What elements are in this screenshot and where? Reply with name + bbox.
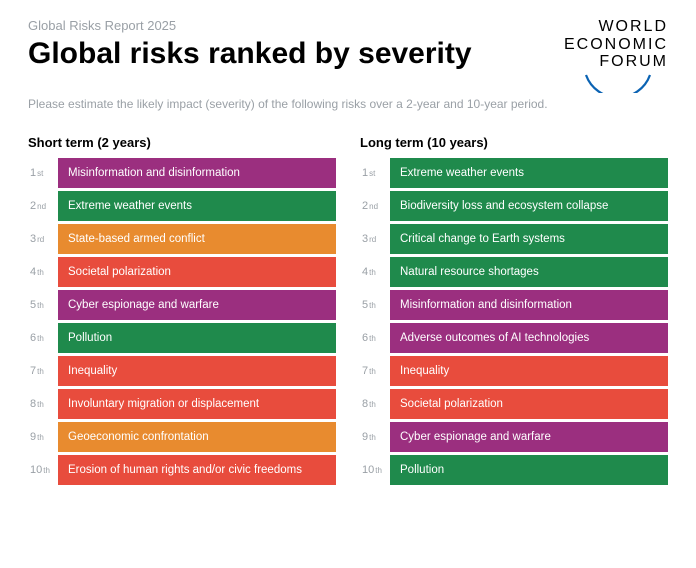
rank-label: 6th	[28, 323, 58, 353]
rank-label: 5th	[28, 290, 58, 320]
risk-bar: Extreme weather events	[58, 191, 336, 221]
long-term-header: Long term (10 years)	[360, 135, 668, 150]
risk-row: 10thPollution	[360, 455, 668, 485]
risk-row: 3rdState-based armed conflict	[28, 224, 336, 254]
risk-bar: Geoeconomic confrontation	[58, 422, 336, 452]
risk-bar: Inequality	[58, 356, 336, 386]
risk-row: 3rdCritical change to Earth systems	[360, 224, 668, 254]
risk-row: 4thNatural resource shortages	[360, 257, 668, 287]
risk-row: 1stExtreme weather events	[360, 158, 668, 188]
risk-bar: Misinformation and disinformation	[390, 290, 668, 320]
risk-bar: State-based armed conflict	[58, 224, 336, 254]
description-text: Please estimate the likely impact (sever…	[28, 97, 668, 111]
rank-label: 2nd	[360, 191, 390, 221]
rank-label: 2nd	[28, 191, 58, 221]
risk-row: 6thAdverse outcomes of AI technologies	[360, 323, 668, 353]
risk-bar: Natural resource shortages	[390, 257, 668, 287]
risk-bar: Adverse outcomes of AI technologies	[390, 323, 668, 353]
page-title: Global risks ranked by severity	[28, 37, 564, 72]
risk-row: 1stMisinformation and disinformation	[28, 158, 336, 188]
rank-label: 1st	[360, 158, 390, 188]
rank-label: 4th	[28, 257, 58, 287]
risk-row: 9thCyber espionage and warfare	[360, 422, 668, 452]
risk-row: 5thCyber espionage and warfare	[28, 290, 336, 320]
risk-bar: Misinformation and disinformation	[58, 158, 336, 188]
report-subtitle: Global Risks Report 2025	[28, 18, 564, 33]
short-term-column: Short term (2 years) 1stMisinformation a…	[28, 135, 336, 488]
wef-logo: WORLD ECONOMIC FORUM	[564, 18, 668, 97]
risk-bar: Cyber espionage and warfare	[58, 290, 336, 320]
risk-row: 2ndBiodiversity loss and ecosystem colla…	[360, 191, 668, 221]
rank-label: 4th	[360, 257, 390, 287]
risk-bar: Involuntary migration or displacement	[58, 389, 336, 419]
rank-label: 10th	[28, 455, 58, 485]
columns-container: Short term (2 years) 1stMisinformation a…	[28, 135, 668, 488]
rank-label: 6th	[360, 323, 390, 353]
risk-bar: Extreme weather events	[390, 158, 668, 188]
short-term-header: Short term (2 years)	[28, 135, 336, 150]
rank-label: 8th	[28, 389, 58, 419]
risk-bar: Cyber espionage and warfare	[390, 422, 668, 452]
risk-row: 7thInequality	[28, 356, 336, 386]
long-term-column: Long term (10 years) 1stExtreme weather …	[360, 135, 668, 488]
rank-label: 3rd	[28, 224, 58, 254]
risk-row: 6thPollution	[28, 323, 336, 353]
header-row: Global Risks Report 2025 Global risks ra…	[28, 18, 668, 97]
long-term-rows: 1stExtreme weather events2ndBiodiversity…	[360, 158, 668, 485]
risk-row: 4thSocietal polarization	[28, 257, 336, 287]
risk-bar: Pollution	[58, 323, 336, 353]
risk-row: 2ndExtreme weather events	[28, 191, 336, 221]
rank-label: 3rd	[360, 224, 390, 254]
risk-row: 7thInequality	[360, 356, 668, 386]
risk-bar: Critical change to Earth systems	[390, 224, 668, 254]
risk-bar: Erosion of human rights and/or civic fre…	[58, 455, 336, 485]
risk-row: 5thMisinformation and disinformation	[360, 290, 668, 320]
rank-label: 8th	[360, 389, 390, 419]
risk-bar: Biodiversity loss and ecosystem collapse	[390, 191, 668, 221]
risk-row: 8thInvoluntary migration or displacement	[28, 389, 336, 419]
rank-label: 10th	[360, 455, 390, 485]
header-left: Global Risks Report 2025 Global risks ra…	[28, 18, 564, 86]
rank-label: 9th	[360, 422, 390, 452]
rank-label: 7th	[360, 356, 390, 386]
risk-row: 10thErosion of human rights and/or civic…	[28, 455, 336, 485]
logo-line-3: FORUM	[564, 53, 668, 71]
risk-row: 9thGeoeconomic confrontation	[28, 422, 336, 452]
risk-bar: Societal polarization	[390, 389, 668, 419]
risk-row: 8thSocietal polarization	[360, 389, 668, 419]
logo-line-2: ECONOMIC	[564, 36, 668, 54]
logo-line-1: WORLD	[564, 18, 668, 36]
rank-label: 7th	[28, 356, 58, 386]
risk-bar: Inequality	[390, 356, 668, 386]
rank-label: 1st	[28, 158, 58, 188]
risk-bar: Pollution	[390, 455, 668, 485]
rank-label: 5th	[360, 290, 390, 320]
risk-bar: Societal polarization	[58, 257, 336, 287]
rank-label: 9th	[28, 422, 58, 452]
short-term-rows: 1stMisinformation and disinformation2ndE…	[28, 158, 336, 485]
logo-arc-icon	[564, 73, 668, 98]
